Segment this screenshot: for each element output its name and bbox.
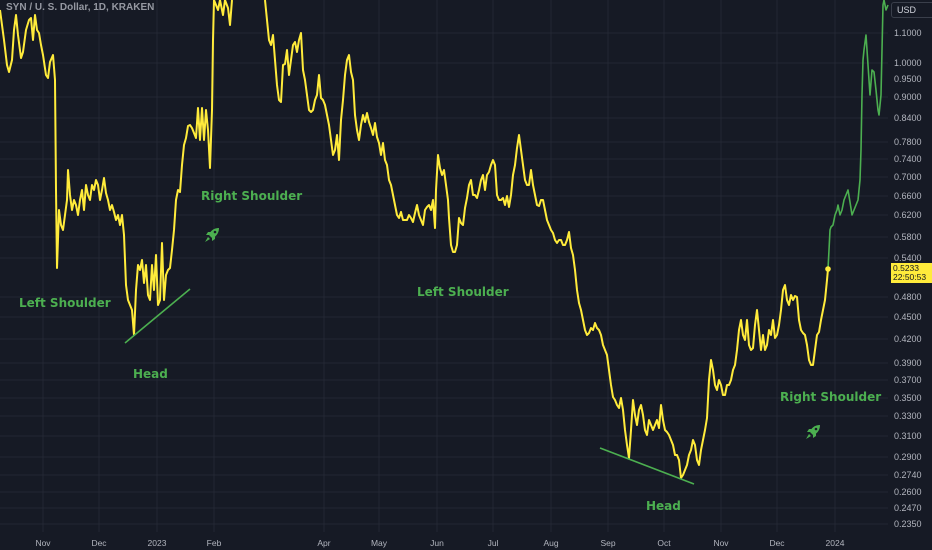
rocket-icon[interactable] <box>204 227 220 243</box>
y-tick-label: 0.6600 <box>894 191 922 201</box>
y-tick-label: 0.3700 <box>894 375 922 385</box>
annotation-right-shoulder-1[interactable]: Right Shoulder <box>201 189 303 203</box>
price-line-main-2 <box>264 0 829 479</box>
x-tick-label: Jul <box>487 538 499 548</box>
y-tick-label: 1.1000 <box>894 28 922 38</box>
y-tick-label: 0.9000 <box>894 92 922 102</box>
y-tick-label: 0.3900 <box>894 358 922 368</box>
annotation-head-1[interactable]: Head <box>133 367 168 381</box>
x-tick-label: Aug <box>543 538 559 548</box>
last-price-tag: 0.5233 22:50:53 <box>891 263 932 283</box>
trendline-right-head[interactable] <box>599 447 695 485</box>
y-tick-label: 0.2740 <box>894 470 922 480</box>
x-tick-label: Dec <box>91 538 107 548</box>
y-tick-label: 1.0000 <box>894 58 922 68</box>
y-tick-label: 0.3500 <box>894 393 922 403</box>
price-line-recent <box>827 0 889 270</box>
annotation-head-2[interactable]: Head <box>646 499 681 513</box>
y-tick-label: 0.7400 <box>894 154 922 164</box>
last-price-value: 0.5233 <box>893 263 919 273</box>
y-tick-label: 0.2350 <box>894 519 922 529</box>
y-tick-label: 0.5800 <box>894 232 922 242</box>
y-tick-label: 0.4200 <box>894 334 922 344</box>
x-tick-label: Nov <box>35 538 51 548</box>
y-tick-label: 0.5400 <box>894 253 922 263</box>
x-tick-label: 2024 <box>825 538 845 548</box>
y-tick-label: 0.4800 <box>894 292 922 302</box>
bar-countdown: 22:50:53 <box>893 272 927 282</box>
x-tick-label: 2023 <box>147 538 167 548</box>
symbol-title[interactable]: SYN / U. S. Dollar, 1D, KRAKEN <box>6 2 155 13</box>
x-tick-label: Oct <box>657 538 671 548</box>
x-tick-label: May <box>370 538 388 548</box>
y-tick-label: 0.3300 <box>894 411 922 421</box>
annotation-left-shoulder-2[interactable]: Left Shoulder <box>417 285 509 299</box>
price-line-main <box>0 0 233 336</box>
y-tick-label: 0.2900 <box>894 452 922 462</box>
grid <box>0 0 888 532</box>
annotation-right-shoulder-2[interactable]: Right Shoulder <box>780 390 882 404</box>
y-tick-label: 0.4500 <box>894 312 922 322</box>
rocket-icon[interactable] <box>805 424 821 440</box>
last-price-marker <box>825 266 831 272</box>
x-tick-label: Feb <box>206 538 222 548</box>
y-tick-label: 0.6200 <box>894 210 922 220</box>
y-tick-label: 0.2470 <box>894 503 922 513</box>
x-tick-label: Dec <box>769 538 785 548</box>
y-tick-label: 0.8400 <box>894 113 922 123</box>
x-tick-label: Jun <box>430 538 444 548</box>
currency-button[interactable]: USD <box>891 2 932 18</box>
y-tick-label: 0.9500 <box>894 74 922 84</box>
y-tick-label: 0.3100 <box>894 431 922 441</box>
y-tick-label: 0.7000 <box>894 172 922 182</box>
trendline-left-head[interactable] <box>124 288 191 344</box>
annotation-left-shoulder-1[interactable]: Left Shoulder <box>19 296 111 310</box>
y-tick-label: 0.7800 <box>894 137 922 147</box>
y-tick-label: 0.2600 <box>894 487 922 497</box>
x-tick-label: Apr <box>317 538 331 548</box>
x-tick-label: Nov <box>713 538 729 548</box>
x-tick-label: Sep <box>600 538 616 548</box>
